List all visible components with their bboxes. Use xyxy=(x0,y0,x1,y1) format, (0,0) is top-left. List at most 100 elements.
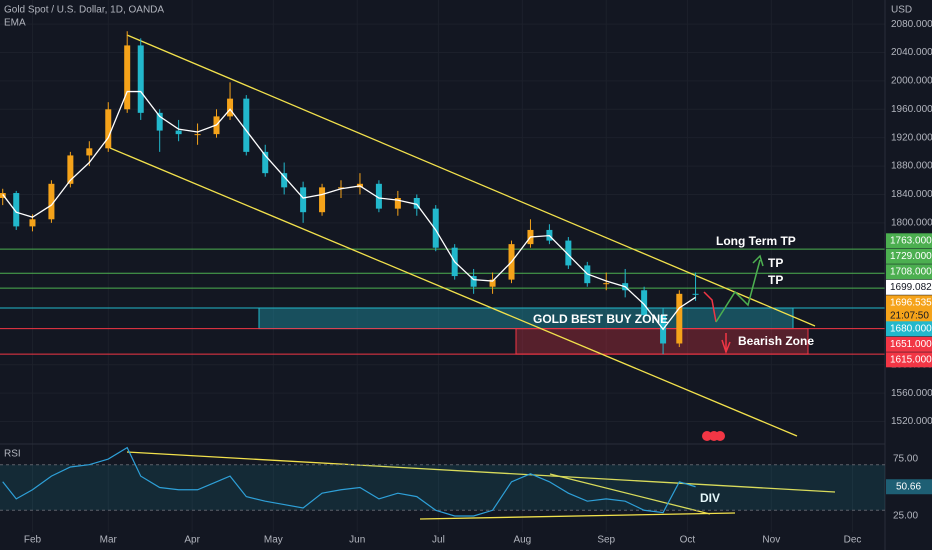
y-tick-label: 1840.000 xyxy=(891,189,932,200)
candle-body xyxy=(413,198,420,209)
candle-body xyxy=(262,151,269,174)
candle-body xyxy=(394,198,401,209)
x-tick-label: Mar xyxy=(100,535,118,546)
chart-title: Gold Spot / U.S. Dollar, 1D, OANDA xyxy=(4,5,164,16)
level-label: 1680.000 xyxy=(890,323,932,334)
event-icon xyxy=(702,431,725,441)
levels xyxy=(0,248,885,355)
x-tick-label: Jul xyxy=(432,535,445,546)
y-tick-label: 1520.000 xyxy=(891,416,932,427)
countdown: 21:07:50 xyxy=(890,310,929,321)
candle-body xyxy=(243,98,250,152)
candle-body xyxy=(489,279,496,287)
level-box xyxy=(886,248,932,264)
level-box xyxy=(886,279,932,295)
candle-body xyxy=(281,173,288,188)
candle-body xyxy=(137,45,144,113)
candle-body xyxy=(676,293,683,344)
arrow-up xyxy=(715,259,761,323)
level-label: 1729.000 xyxy=(890,251,932,262)
trendline xyxy=(126,451,836,493)
event-marker xyxy=(702,431,712,441)
candle-body xyxy=(565,240,572,266)
candle-body xyxy=(175,130,182,135)
rsi-line xyxy=(2,446,696,517)
trendlines xyxy=(109,34,836,520)
annotation: GOLD BEST BUY ZONE xyxy=(533,312,668,326)
y-tick-label: 1960.000 xyxy=(891,104,932,115)
candle-body xyxy=(692,293,699,295)
level-label: 1651.000 xyxy=(890,339,932,350)
trendline xyxy=(419,512,736,520)
candle-body xyxy=(470,276,477,287)
level-label: 1696.535 xyxy=(890,297,932,308)
rsi-tick-label: 25.00 xyxy=(893,511,918,522)
annotation: Bearish Zone xyxy=(738,334,814,348)
candle-body xyxy=(641,290,648,316)
candle-body xyxy=(156,112,163,131)
trendline xyxy=(109,147,798,437)
level-box xyxy=(886,233,932,249)
rsi-band xyxy=(0,464,885,511)
candle-body xyxy=(29,219,36,227)
rsi-tick-label: 75.00 xyxy=(893,454,918,465)
level-box xyxy=(886,336,932,352)
y-tick-label: 1920.000 xyxy=(891,132,932,143)
rsi-pane xyxy=(0,446,885,517)
arrow-down xyxy=(703,291,717,323)
indicator-label: EMA xyxy=(4,18,26,29)
trendline xyxy=(549,473,711,515)
y-tick-label: 2080.000 xyxy=(891,19,932,30)
level-box xyxy=(886,295,932,324)
rsi-value-label: 50.66 xyxy=(896,481,921,492)
arrow-head xyxy=(752,254,764,267)
annotation: TP xyxy=(768,256,783,270)
candle-body xyxy=(86,148,93,156)
candle-body xyxy=(48,183,55,220)
x-tick-label: Nov xyxy=(762,535,780,546)
x-tick-label: Sep xyxy=(597,535,615,546)
level-label: 1708.000 xyxy=(890,266,932,277)
candle-body xyxy=(603,283,610,285)
rsi-label: RSI xyxy=(4,449,21,460)
currency-label: USD xyxy=(891,5,912,16)
candle-body xyxy=(124,45,131,110)
annotation: TP xyxy=(768,273,783,287)
x-tick-label: Feb xyxy=(24,535,42,546)
event-marker xyxy=(715,431,725,441)
level-box xyxy=(886,264,932,280)
y-tick-label: 1560.000 xyxy=(891,388,932,399)
candle-body xyxy=(300,187,307,213)
candle-body xyxy=(432,208,439,248)
level-label: 1763.000 xyxy=(890,235,932,246)
annotation: DIV xyxy=(700,491,720,505)
level-box xyxy=(886,321,932,337)
x-tick-label: Apr xyxy=(184,535,200,546)
level-box xyxy=(886,352,932,368)
ema-line xyxy=(2,90,696,331)
level-label: 1615.000 xyxy=(890,354,932,365)
x-tick-label: Oct xyxy=(680,535,696,546)
y-tick-label: 1880.000 xyxy=(891,161,932,172)
y-tick-label: 1800.000 xyxy=(891,217,932,228)
candle-body xyxy=(319,187,326,213)
grid xyxy=(0,0,885,532)
x-tick-label: Aug xyxy=(513,535,531,546)
y-tick-label: 2040.000 xyxy=(891,47,932,58)
rsi-value-box xyxy=(886,479,932,495)
zone xyxy=(258,307,794,330)
annotation: Long Term TP xyxy=(716,234,796,248)
x-tick-label: Jun xyxy=(349,535,365,546)
level-label: 1699.082 xyxy=(890,282,932,293)
y-tick-label: 2000.000 xyxy=(891,76,932,87)
candle-body xyxy=(227,98,234,117)
candle-body xyxy=(375,183,382,209)
candle-body xyxy=(13,193,20,227)
axis-labels: Feb Mar Apr May Jun Jul Aug Sep Oct Nov Dec 2080.00… xyxy=(24,19,932,546)
candle-body xyxy=(105,109,112,149)
candle-body xyxy=(338,187,345,189)
x-tick-label: Dec xyxy=(844,535,862,546)
candle-body xyxy=(67,155,74,184)
